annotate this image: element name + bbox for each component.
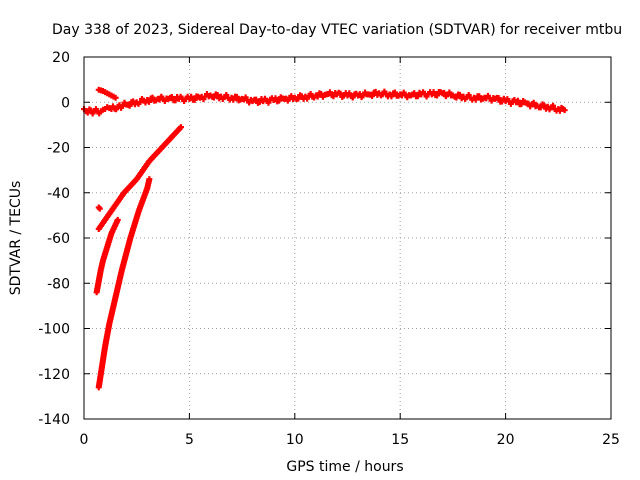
data-point-isolated <box>96 205 103 212</box>
x-tick-label: 10 <box>286 432 304 448</box>
data-point-main-band <box>172 97 179 104</box>
data-point-main-band <box>472 96 479 103</box>
x-tick-label: 0 <box>80 432 89 448</box>
data-point-main-band <box>191 96 198 103</box>
y-tick-label: 0 <box>61 95 70 111</box>
data-point-main-band <box>453 94 460 101</box>
y-tick-label: 20 <box>52 50 70 66</box>
y-tick-label: -40 <box>47 186 70 202</box>
data-point-main-band <box>550 102 557 109</box>
data-point-main-band <box>441 89 448 96</box>
data-point-main-band <box>145 98 152 105</box>
y-tick-label: -120 <box>38 367 70 383</box>
data-point-main-band <box>561 107 568 114</box>
data-point-arc-C <box>146 176 153 183</box>
y-tick-label: -80 <box>47 276 70 292</box>
data-point-main-band <box>476 93 483 100</box>
data-point-main-band <box>369 92 376 99</box>
data-point-main-band <box>119 102 126 109</box>
x-tick-label: 25 <box>602 432 620 448</box>
data-point-main-band <box>272 95 279 102</box>
data-point-main-band <box>214 91 221 98</box>
chart-title: Day 338 of 2023, Sidereal Day-to-day VTE… <box>52 22 622 38</box>
y-axis-label: SDTVAR / TECUs <box>8 181 24 296</box>
data-point-main-band <box>330 93 337 100</box>
data-point-main-band <box>372 88 379 95</box>
data-point-main-band <box>230 96 237 103</box>
data-point-main-band <box>456 91 463 98</box>
y-tick-label: -20 <box>47 141 70 157</box>
x-tick-label: 15 <box>391 432 409 448</box>
data-point-main-band <box>391 89 398 96</box>
data-point-main-band <box>349 94 356 101</box>
data-point-main-band <box>295 95 302 102</box>
data-point-main-band <box>126 102 133 109</box>
data-point-main-band <box>530 99 537 106</box>
data-point-short-arc <box>112 94 119 101</box>
data-point-main-band <box>137 99 144 106</box>
data-point-main-band <box>253 96 260 103</box>
data-point-main-band <box>495 95 502 102</box>
x-axis-label: GPS time / hours <box>286 459 403 475</box>
y-tick-label: -100 <box>38 322 70 338</box>
data-point-main-band <box>314 93 321 100</box>
data-point-main-band <box>541 102 548 109</box>
data-point-main-band <box>337 90 344 97</box>
data-point-main-band <box>233 93 240 100</box>
plot-frame <box>83 56 612 420</box>
data-point-main-band <box>434 92 441 99</box>
data-point-main-band <box>414 93 421 100</box>
data-point-main-band <box>210 94 217 101</box>
y-tick-label: -60 <box>47 231 70 247</box>
data-points <box>81 86 568 391</box>
x-tick-label: 5 <box>185 432 194 448</box>
data-point-main-band <box>149 94 156 101</box>
y-tick-label: -140 <box>38 412 70 428</box>
grid-lines <box>84 57 611 419</box>
data-point-main-band <box>514 97 521 104</box>
x-tick-label: 20 <box>497 432 515 448</box>
data-point-arc-B <box>114 216 121 223</box>
data-point-main-band <box>168 94 175 101</box>
data-point-main-band <box>275 97 282 104</box>
data-point-arc-A <box>177 124 184 131</box>
